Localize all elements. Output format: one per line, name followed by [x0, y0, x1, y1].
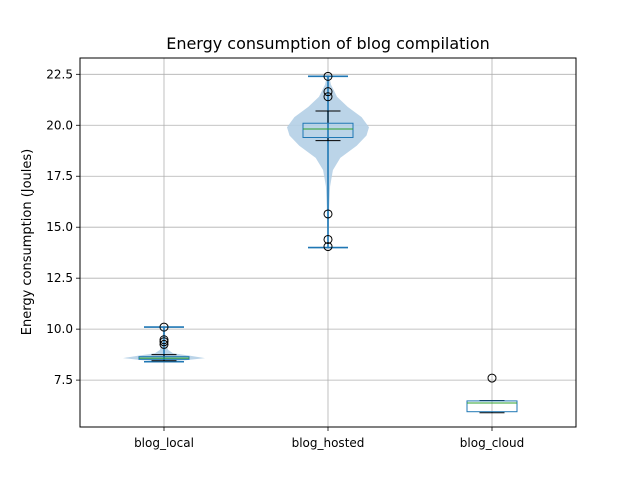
plot-frame [79, 57, 577, 428]
outlier-point [323, 87, 333, 97]
outlier-point [323, 234, 333, 244]
x-tick-label: blog_hosted [292, 436, 365, 450]
x-tick-label: blog_cloud [460, 436, 524, 450]
y-tick-label: 10.0 [46, 322, 73, 336]
x-tick-label: blog_local [134, 436, 194, 450]
outlier-point [159, 339, 169, 349]
outlier-point [323, 209, 333, 219]
y-tick-label: 12.5 [46, 271, 73, 285]
outlier-point [323, 71, 333, 81]
outlier-point [159, 335, 169, 345]
y-tick-label: 20.0 [46, 118, 73, 132]
y-axis-label: Energy consumption (Joules) [20, 149, 35, 336]
y-tick-label: 15.0 [46, 220, 73, 234]
iqr-box [466, 400, 518, 413]
axes: 7.5 10.0 12.5 15.0 17.5 20.0 22.5 blog_local blo… [46, 67, 524, 450]
y-tick-label: 17.5 [46, 169, 73, 183]
y-tick-label: 7.5 [54, 373, 73, 387]
chart-title: Energy consumption of blog compilation [166, 34, 490, 53]
outlier-point [323, 92, 333, 102]
outlier-point [323, 242, 333, 252]
boxplots [138, 71, 518, 414]
violins [123, 75, 369, 363]
outlier-point [159, 322, 169, 332]
y-tick-label: 22.5 [46, 67, 73, 81]
iqr-box [302, 122, 354, 139]
outlier-point [487, 373, 497, 383]
